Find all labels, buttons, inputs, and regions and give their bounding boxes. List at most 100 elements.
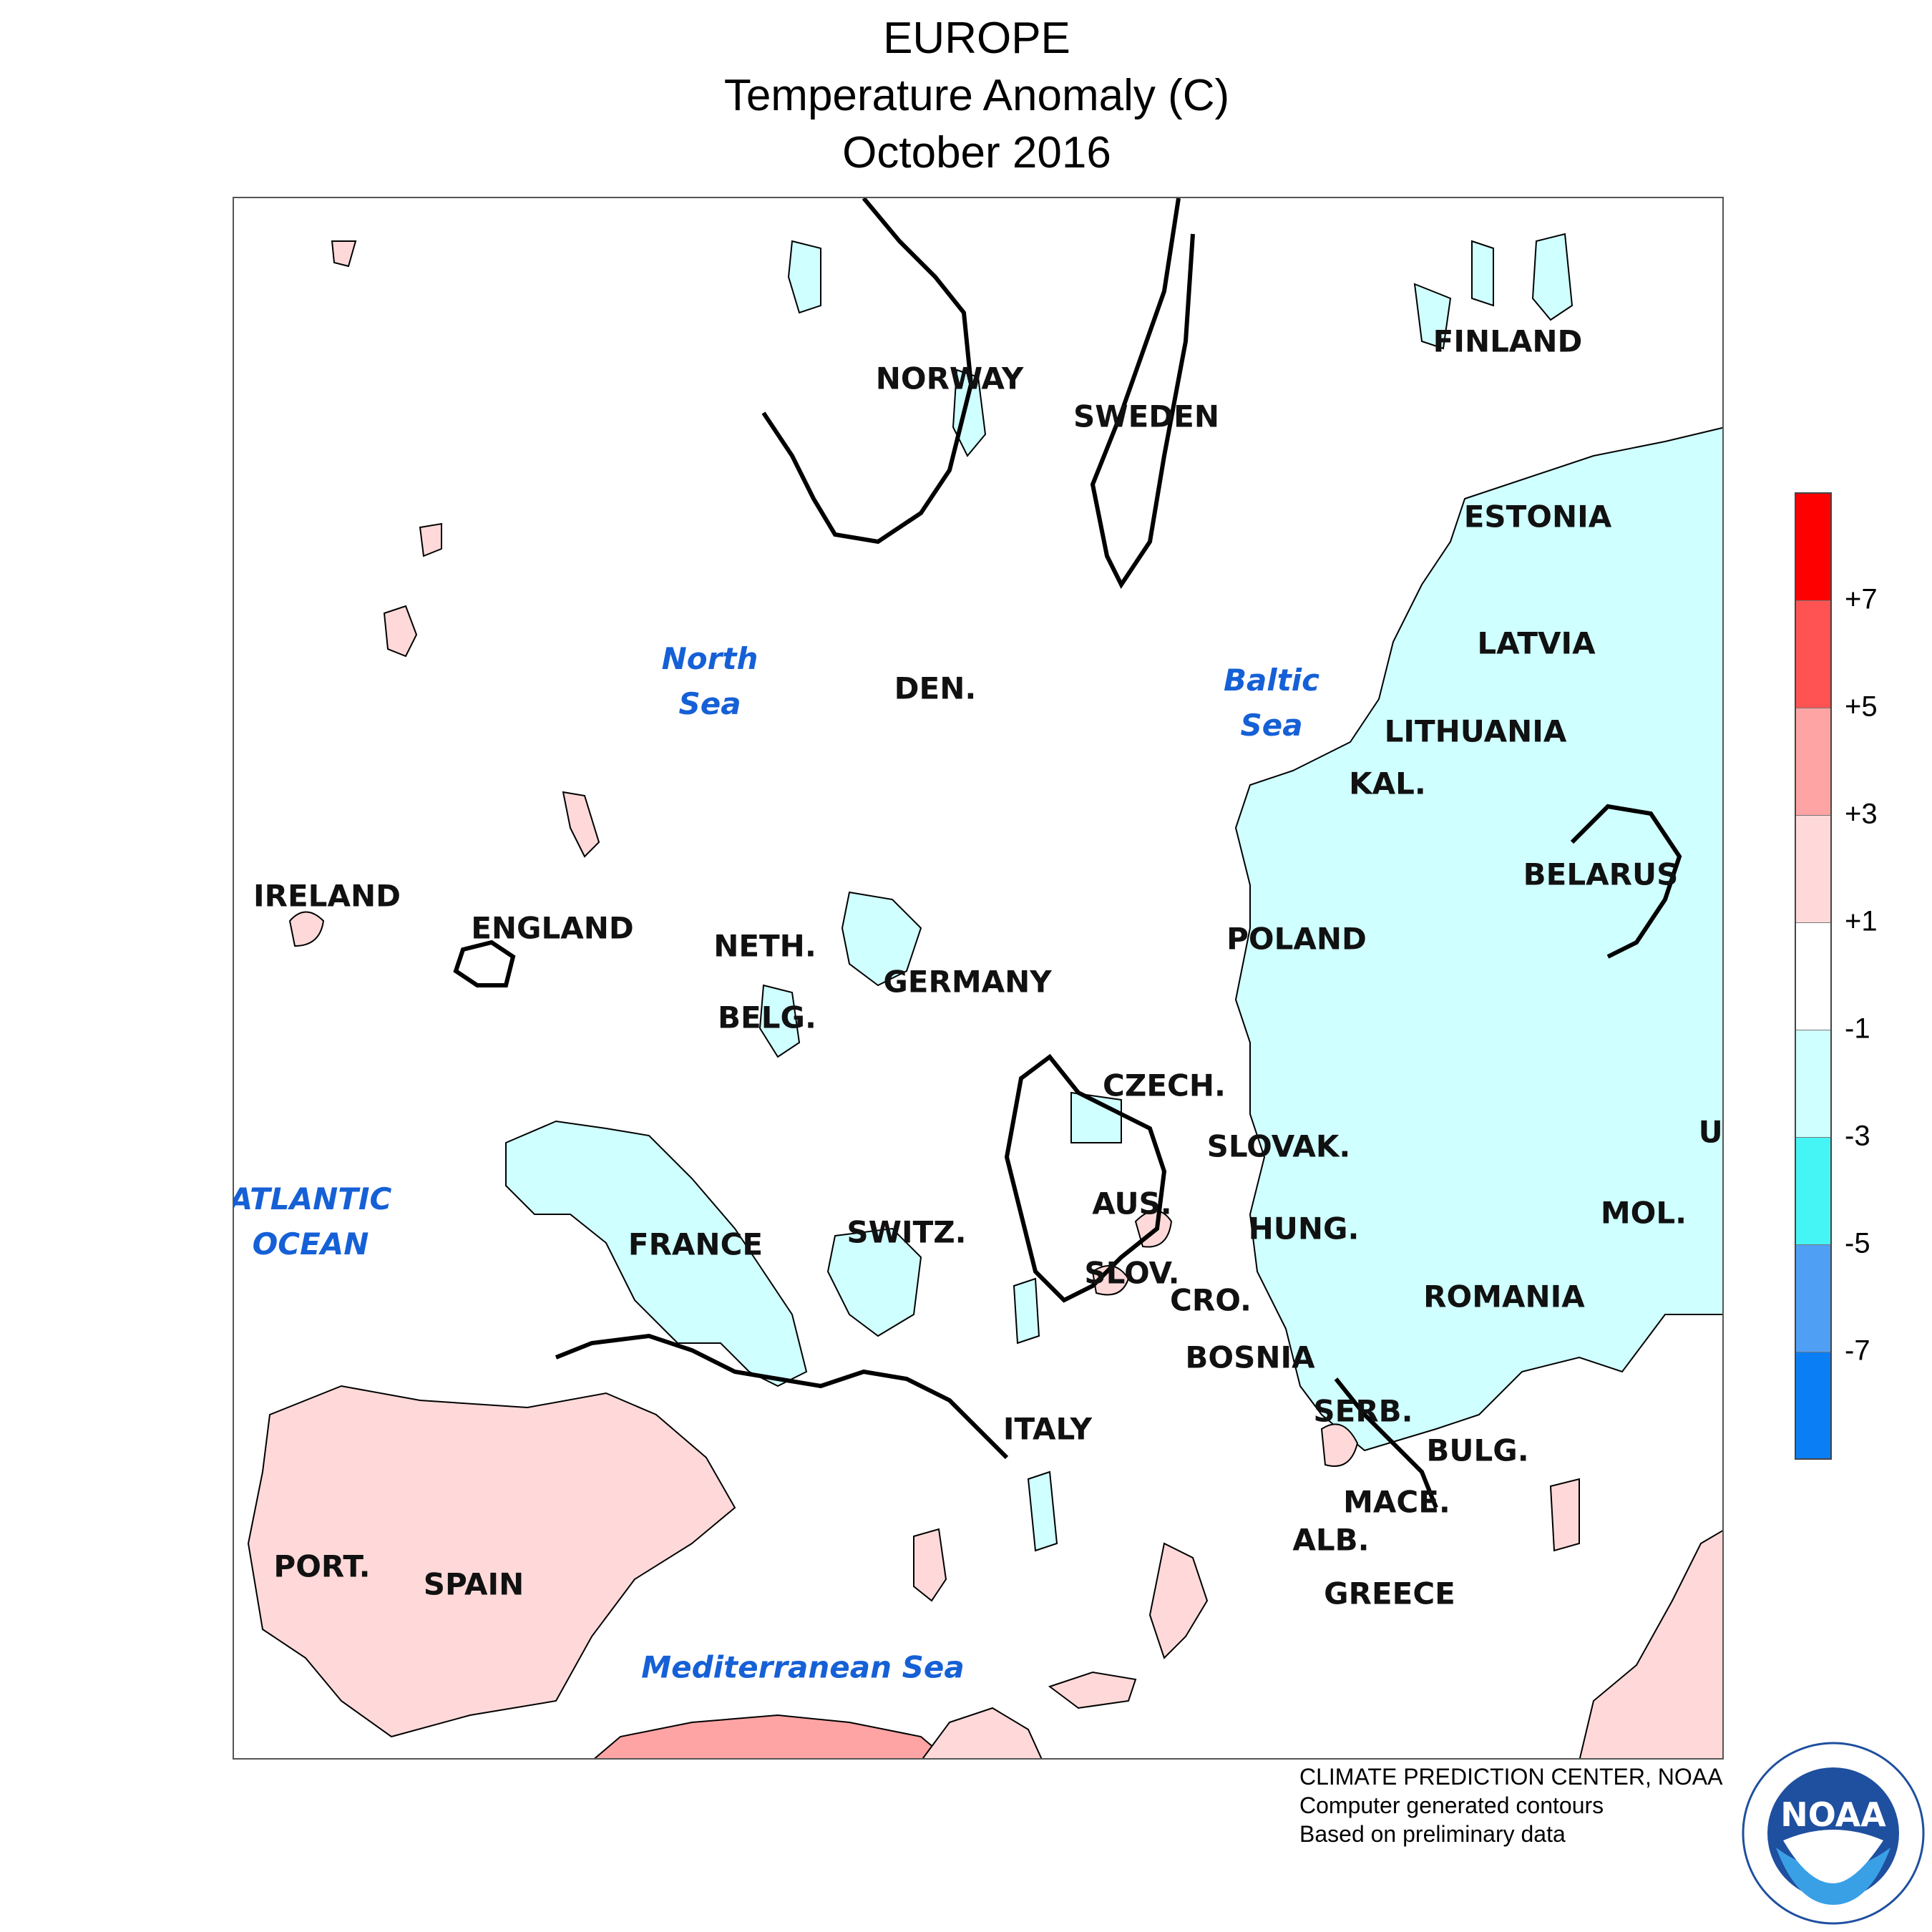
sicily-warm xyxy=(1048,1671,1137,1709)
country-label: FINLAND xyxy=(1433,323,1583,359)
contour-line-sweden xyxy=(1090,198,1195,589)
country-label: SWEDEN xyxy=(1073,399,1219,434)
country-label: MOL. xyxy=(1600,1195,1687,1231)
country-label: GREECE xyxy=(1324,1576,1455,1611)
finland-cool-2 xyxy=(1531,233,1574,321)
legend-swatch xyxy=(1796,816,1830,923)
country-label: NETH. xyxy=(713,928,816,964)
country-label: BULG. xyxy=(1426,1433,1529,1468)
country-label: SWITZ. xyxy=(847,1214,967,1250)
contour-line-belarus xyxy=(1570,804,1682,959)
legend-swatch xyxy=(1796,1352,1830,1458)
country-label: BOSNIA xyxy=(1185,1340,1315,1375)
map-panel: NORWAY SWEDEN FINLAND ESTONIA LATVIA LIT… xyxy=(233,197,1724,1760)
n-africa-warm-anomaly xyxy=(594,1714,947,1758)
norway-cool-patch xyxy=(952,369,987,457)
country-label: NORWAY xyxy=(875,361,1024,396)
country-label: ROMANIA xyxy=(1423,1279,1585,1314)
contour-line-balkans xyxy=(1334,1377,1438,1509)
country-label: ESTONIA xyxy=(1463,499,1612,535)
legend-swatch xyxy=(1796,494,1830,601)
belgium-cool-patch xyxy=(758,984,801,1058)
contour-line-france-south xyxy=(555,1333,1009,1460)
legend-tick: -5 xyxy=(1845,1227,1870,1259)
finland-cool-3 xyxy=(1471,240,1494,307)
country-label: BELARUS xyxy=(1523,857,1679,892)
scotland-west-warm xyxy=(419,522,442,557)
anomaly-map xyxy=(247,198,1722,1758)
legend-tick: -1 xyxy=(1845,1013,1870,1045)
country-label: SERB. xyxy=(1313,1393,1413,1429)
legend-tick: +1 xyxy=(1845,905,1878,937)
country-label: SLOVAK. xyxy=(1206,1128,1351,1164)
country-label: IRELAND xyxy=(253,878,401,914)
country-label: HUNG. xyxy=(1248,1211,1360,1246)
slovenia-warm-patch xyxy=(1091,1265,1130,1296)
country-label: UK xyxy=(1698,1114,1723,1150)
norway-north-cool xyxy=(787,240,821,314)
map-region-title: EUROPE xyxy=(883,14,1070,63)
legend-swatch xyxy=(1796,923,1830,1030)
faroe-warm xyxy=(331,240,357,268)
germany-cool-patch xyxy=(841,891,922,987)
country-label: ENGLAND xyxy=(471,910,634,946)
country-label: ALB. xyxy=(1292,1522,1370,1558)
balkan-warm-patch xyxy=(1320,1423,1359,1467)
italy-south-warm xyxy=(1148,1542,1209,1659)
contour-line-scandinavia xyxy=(761,198,974,545)
italy-cool-patch xyxy=(1027,1470,1058,1552)
sea-label-north-sea: North Sea xyxy=(661,641,758,721)
map-quantity-title: Temperature Anomaly (C) xyxy=(723,71,1230,120)
country-label: SPAIN xyxy=(423,1566,525,1602)
contour-line-central xyxy=(1004,1053,1167,1303)
england-east-warm xyxy=(562,791,600,858)
country-label: DEN. xyxy=(894,670,977,706)
legend-swatch xyxy=(1796,601,1830,708)
legend-tick: +5 xyxy=(1845,691,1878,723)
iberia-warm-anomaly xyxy=(247,1385,736,1738)
country-label: ITALY xyxy=(1002,1411,1093,1447)
legend-tick: +7 xyxy=(1845,583,1878,615)
sea-label-atlantic-ocean: ATLANTIC OCEAN xyxy=(233,1181,392,1262)
alps-cool-patch xyxy=(826,1227,922,1337)
legend-tick: -3 xyxy=(1845,1120,1870,1152)
country-label: LATVIA xyxy=(1477,625,1596,661)
contour-line-england xyxy=(453,940,516,987)
legend-tick: +3 xyxy=(1845,798,1878,830)
switz-cool-patch xyxy=(1013,1277,1040,1345)
country-label: GERMANY xyxy=(883,964,1052,1000)
legend-swatch xyxy=(1796,708,1830,816)
country-label: CZECH. xyxy=(1103,1068,1226,1103)
country-label: PORT. xyxy=(273,1548,371,1584)
country-label: CRO. xyxy=(1170,1282,1252,1318)
ireland-warm xyxy=(288,911,325,947)
legend-swatch xyxy=(1796,1030,1830,1138)
n-africa-light-warm xyxy=(922,1707,1043,1758)
legend-swatch xyxy=(1796,1138,1830,1245)
sea-label-baltic-sea: Baltic Sea xyxy=(1223,663,1320,743)
noaa-logo-icon: NOAA xyxy=(1742,1742,1925,1925)
color-legend xyxy=(1795,492,1832,1460)
legend-swatch xyxy=(1796,1245,1830,1352)
turkey-warm-anomaly xyxy=(1579,1530,1722,1758)
country-label: FRANCE xyxy=(628,1226,763,1262)
czech-cool-patch xyxy=(1070,1091,1122,1143)
country-label: SLOV. xyxy=(1084,1255,1180,1291)
legend-tick: -7 xyxy=(1845,1335,1870,1367)
country-label: MACE. xyxy=(1343,1484,1450,1520)
country-label: POLAND xyxy=(1226,921,1367,957)
country-label: KAL. xyxy=(1349,766,1426,801)
france-cool-patch xyxy=(505,1120,808,1387)
noaa-logo-text: NOAA xyxy=(1780,1795,1886,1834)
country-label: LITHUANIA xyxy=(1384,713,1567,749)
finland-cool-1 xyxy=(1413,283,1452,350)
sea-label-mediterranean: Mediterranean Sea xyxy=(641,1649,965,1685)
scotland-warm xyxy=(383,605,418,658)
map-period-title: October 2016 xyxy=(842,128,1111,177)
sardinia-warm xyxy=(913,1528,947,1602)
east-europe-cool-anomaly xyxy=(1234,426,1722,1452)
credit-line: Computer generated contours xyxy=(1299,1792,1604,1818)
greece-east-warm xyxy=(1549,1478,1580,1552)
credit-line: Based on preliminary data xyxy=(1299,1821,1566,1847)
credit-line: CLIMATE PREDICTION CENTER, NOAA xyxy=(1299,1764,1723,1790)
